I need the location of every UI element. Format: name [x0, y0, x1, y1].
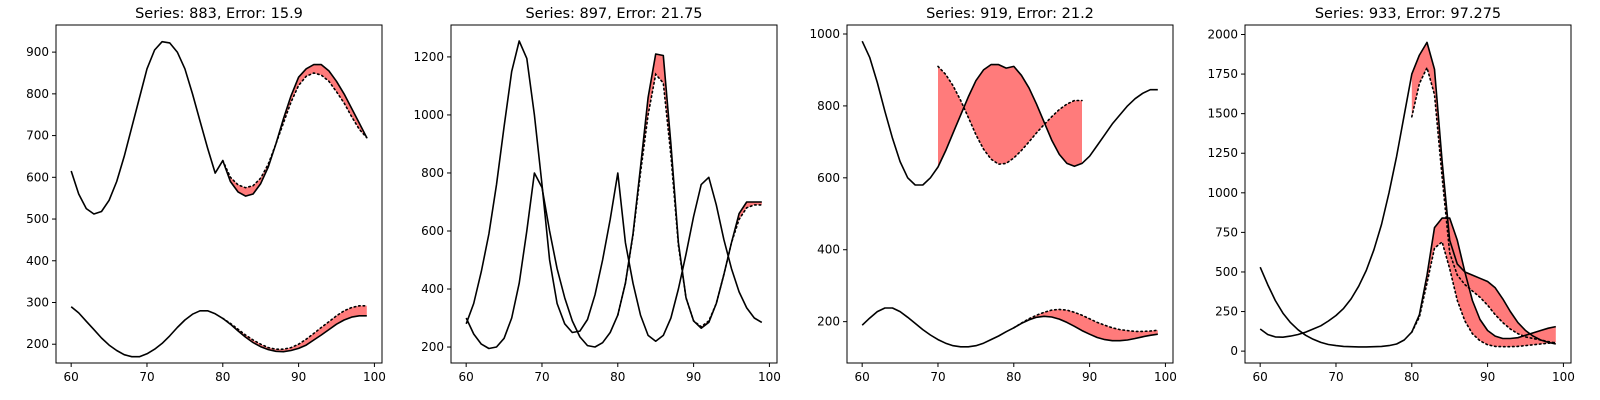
- actual-line-2: [465, 53, 762, 350]
- x-tick-label: 100: [363, 370, 386, 384]
- error-band-2: [222, 305, 367, 352]
- x-tick-label: 90: [1082, 370, 1097, 384]
- y-tick-label: 750: [1215, 225, 1238, 239]
- y-tick-label: 400: [421, 282, 444, 296]
- plot-frame: [450, 24, 778, 364]
- error-band-1: [1411, 42, 1556, 345]
- error-band-1: [938, 64, 1082, 167]
- x-tick-label: 70: [534, 370, 549, 384]
- y-tick-label: 1250: [1207, 146, 1238, 160]
- actual-line-2: [1259, 217, 1556, 348]
- x-tick-label: 70: [930, 370, 945, 384]
- x-tick-label: 90: [291, 370, 306, 384]
- actual-line-2: [70, 306, 367, 358]
- predicted-line-2: [617, 72, 763, 328]
- error-band-1: [222, 64, 367, 197]
- plot-frame: [1244, 24, 1572, 364]
- y-tick-label: 700: [26, 129, 49, 143]
- y-tick-label: 0: [1230, 344, 1238, 358]
- x-tick-label: 60: [855, 370, 870, 384]
- y-tick-label: 400: [26, 254, 49, 268]
- panel-title: Series: 883, Error: 15.9: [135, 6, 303, 22]
- x-tick-label: 80: [610, 370, 625, 384]
- x-tick-label: 60: [64, 370, 79, 384]
- predicted-line-2: [222, 305, 368, 350]
- x-tick-label: 70: [139, 370, 154, 384]
- error-band-2: [617, 54, 762, 329]
- plot-frame: [55, 24, 383, 364]
- y-tick-label: 800: [421, 166, 444, 180]
- y-tick-label: 500: [26, 212, 49, 226]
- y-tick-label: 200: [421, 340, 444, 354]
- x-tick-label: 90: [1480, 370, 1495, 384]
- error-band-2: [1013, 309, 1158, 341]
- actual-line-1: [70, 40, 368, 215]
- x-tick-label: 80: [215, 370, 230, 384]
- panel-series-933: Series: 933, Error: 97.275 60 70 80 90 10002…: [1207, 6, 1574, 384]
- y-tick-label: 1000: [809, 27, 840, 41]
- x-tick-label: 100: [1552, 370, 1575, 384]
- y-tick-label: 800: [26, 87, 49, 101]
- x-tick-label: 60: [459, 370, 474, 384]
- x-tick-label: 100: [758, 370, 781, 384]
- x-tick-label: 60: [1253, 370, 1268, 384]
- panel-title: Series: 897, Error: 21.75: [525, 6, 702, 22]
- y-tick-label: 1000: [1207, 186, 1238, 200]
- y-tick-label: 2000: [1207, 27, 1238, 41]
- panel-series-883: Series: 883, Error: 15.9 60 70 80 90 100 200 3…: [26, 6, 386, 384]
- y-tick-label: 500: [1215, 265, 1238, 279]
- y-tick-label: 1500: [1207, 107, 1238, 121]
- panel-series-897: Series: 897, Error: 21.75 60 70 80 90 100 200…: [413, 6, 780, 384]
- x-tick-label: 70: [1328, 370, 1343, 384]
- x-tick-label: 90: [686, 370, 701, 384]
- y-tick-label: 200: [26, 337, 49, 351]
- x-tick-label: 80: [1404, 370, 1419, 384]
- y-tick-label: 600: [421, 224, 444, 238]
- y-tick-label: 900: [26, 45, 49, 59]
- predicted-line-1: [1411, 65, 1557, 344]
- predicted-line-2: [1411, 240, 1557, 348]
- y-tick-label: 800: [817, 99, 840, 113]
- error-band-2: [1411, 218, 1556, 347]
- predicted-line-1: [222, 72, 368, 189]
- y-tick-label: 200: [817, 315, 840, 329]
- actual-line-1: [465, 40, 763, 342]
- panel-title: Series: 933, Error: 97.275: [1315, 6, 1501, 22]
- plot-frame: [846, 24, 1174, 364]
- y-tick-label: 600: [26, 170, 49, 184]
- panel-title: Series: 919, Error: 21.2: [926, 6, 1094, 22]
- y-tick-label: 400: [817, 243, 840, 257]
- actual-line-1: [861, 40, 1158, 186]
- predicted-line-2: [1013, 308, 1159, 333]
- y-tick-label: 300: [26, 295, 49, 309]
- y-tick-label: 600: [817, 171, 840, 185]
- y-tick-label: 1000: [413, 108, 444, 122]
- y-tick-label: 1750: [1207, 67, 1238, 81]
- predicted-line-1: [937, 65, 1083, 166]
- x-tick-label: 100: [1154, 370, 1177, 384]
- actual-line-2: [861, 307, 1158, 348]
- y-tick-label: 250: [1215, 305, 1238, 319]
- panel-series-919: Series: 919, Error: 21.2 60 70 80 90 100 200 4…: [809, 6, 1176, 384]
- y-tick-label: 1200: [413, 50, 444, 64]
- x-tick-label: 80: [1006, 370, 1021, 384]
- actual-line-1: [1259, 41, 1556, 345]
